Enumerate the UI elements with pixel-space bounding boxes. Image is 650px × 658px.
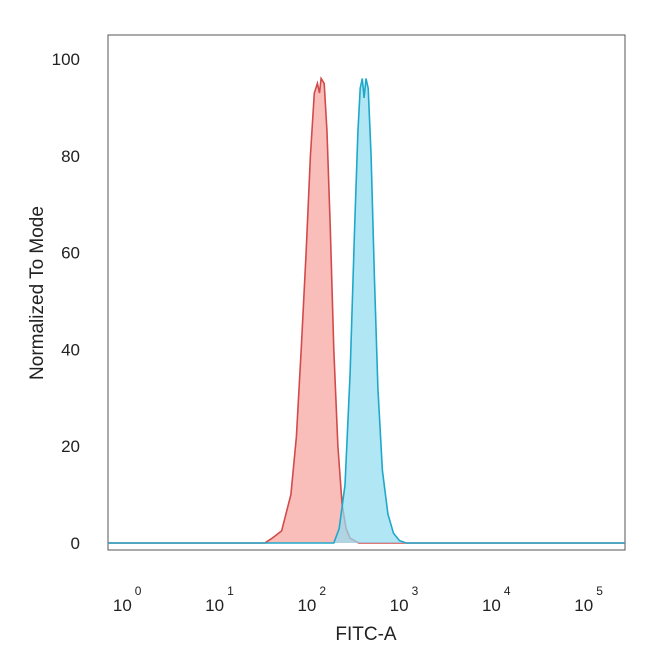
y-tick-label: 20 <box>61 437 80 456</box>
y-tick-label: 40 <box>61 341 80 360</box>
x-tick-exponent: 0 <box>135 584 142 598</box>
x-axis-title: FITC-A <box>335 624 397 645</box>
x-tick-base: 10 <box>205 596 224 615</box>
y-axis-ticks: 0 20 40 60 80 100 <box>52 50 80 553</box>
x-tick-exponent: 3 <box>412 584 419 598</box>
x-tick-label: 104 <box>482 584 511 615</box>
x-tick-base: 10 <box>113 596 132 615</box>
y-tick-label: 0 <box>71 534 80 553</box>
x-tick-exponent: 4 <box>504 584 511 598</box>
x-tick-label: 105 <box>574 584 603 615</box>
y-axis-title: Normalized To Mode <box>27 206 48 380</box>
x-tick-exponent: 5 <box>596 584 603 598</box>
x-tick-exponent: 2 <box>319 584 326 598</box>
y-tick-label: 80 <box>61 147 80 166</box>
x-tick-base: 10 <box>297 596 316 615</box>
series-2-area <box>108 78 625 543</box>
x-tick-label: 103 <box>390 584 419 615</box>
y-tick-label: 100 <box>52 50 80 69</box>
series-2-line <box>108 78 625 544</box>
x-tick-exponent: 1 <box>227 584 234 598</box>
x-tick-label: 102 <box>297 584 326 615</box>
series-layer <box>108 76 625 544</box>
y-tick-label: 60 <box>61 244 80 263</box>
x-tick-base: 10 <box>482 596 501 615</box>
x-tick-base: 10 <box>390 596 409 615</box>
x-tick-label: 101 <box>205 584 234 615</box>
x-tick-label: 100 <box>113 584 142 615</box>
x-tick-base: 10 <box>574 596 593 615</box>
